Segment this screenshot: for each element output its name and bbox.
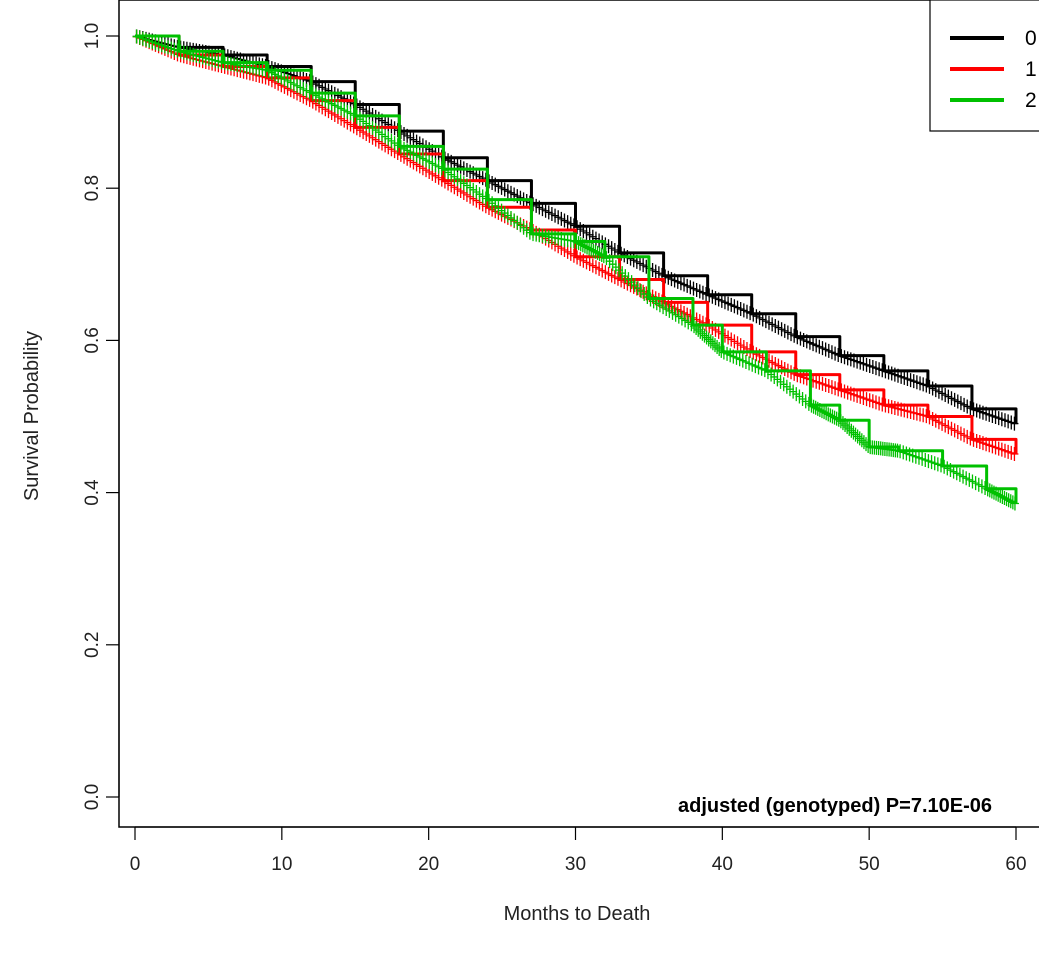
y-tick-label: 0.8 (82, 175, 103, 201)
series-line-1 (135, 34, 1018, 455)
series-2 (132, 29, 1019, 511)
x-tick-label: 60 (1005, 854, 1026, 875)
y-tick-label: 0.0 (82, 784, 103, 810)
legend-label-1: 1 (1025, 58, 1037, 81)
legend-label-2: 2 (1025, 89, 1037, 112)
x-tick-label: 0 (130, 854, 141, 875)
y-axis-title: Survival Probability (21, 331, 43, 501)
p-value-annotation: adjusted (genotyped) P=7.10E-06 (678, 795, 992, 817)
x-tick-label: 20 (418, 854, 439, 875)
y-tick-label: 0.4 (82, 479, 103, 506)
x-tick-label: 50 (859, 854, 880, 875)
legend-box (929, 0, 1039, 132)
legend: 0 1 2 (929, 0, 1039, 132)
legend-label-0: 0 (1025, 27, 1037, 50)
x-tick-label: 30 (565, 854, 586, 875)
y-tick-label: 0.6 (82, 327, 103, 353)
x-tick-label: 40 (712, 854, 733, 875)
y-axis: 0.0 0.2 0.4 0.6 0.8 1.0 (82, 23, 120, 810)
series-1 (132, 29, 1019, 462)
x-axis-title: Months to Death (504, 903, 651, 925)
y-tick-label: 0.2 (82, 632, 103, 658)
series-layer (132, 29, 1019, 511)
x-tick-label: 10 (271, 854, 292, 875)
series-line-0 (135, 34, 1018, 425)
censor-marks-2 (132, 29, 1019, 511)
y-tick-label: 1.0 (82, 23, 103, 49)
x-axis: 0 10 20 30 40 50 60 (130, 826, 1027, 875)
series-line-2 (135, 34, 1018, 505)
